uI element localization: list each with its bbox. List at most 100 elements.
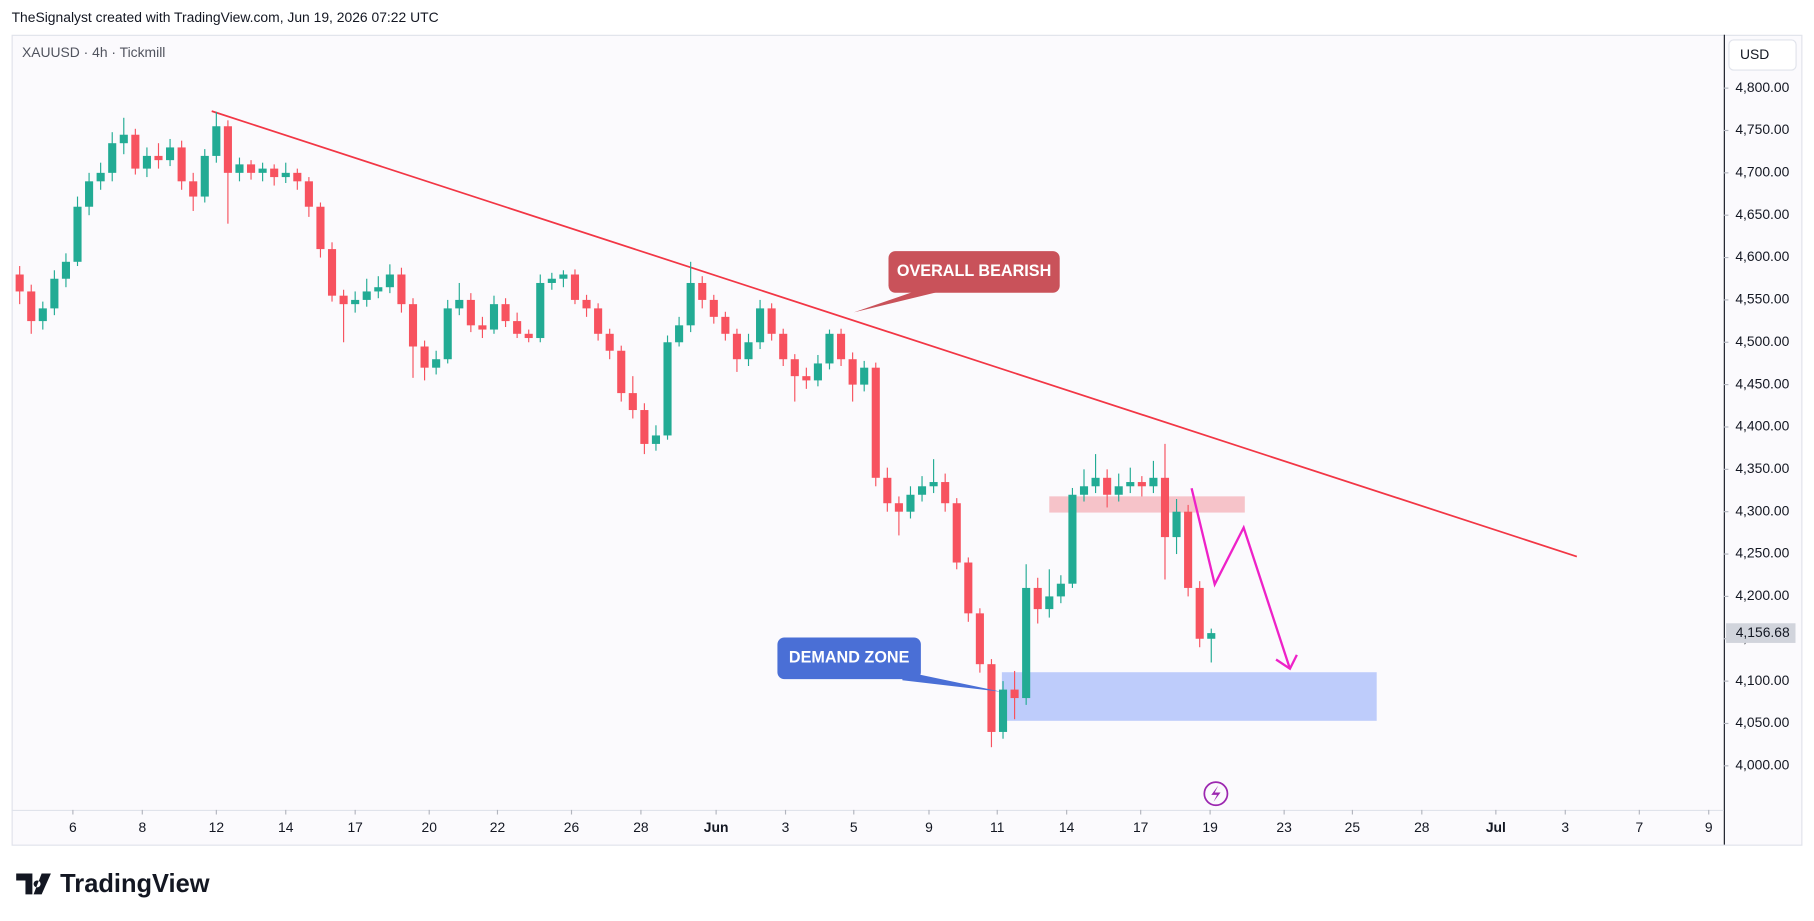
x-tick-label: 7 [1635, 819, 1643, 835]
candle-body [131, 134, 140, 169]
candle-body [50, 278, 59, 309]
candle-body [1091, 477, 1100, 487]
candle-body [1079, 486, 1089, 495]
candle-body [385, 274, 394, 288]
x-tick-label: 25 [1345, 819, 1361, 835]
candle-body [1010, 689, 1019, 699]
candle-body [1022, 587, 1031, 699]
brand: TradingView [60, 870, 210, 898]
candle-body [362, 291, 371, 300]
candle-body [420, 346, 429, 368]
candle-body [617, 350, 626, 394]
x-tick-label: 28 [1414, 819, 1430, 835]
candle-body [663, 342, 672, 436]
candle-body [1172, 511, 1181, 538]
candle-body [917, 486, 927, 495]
candle-body [998, 689, 1008, 732]
y-tick-label: 4,250.00 [1735, 545, 1789, 561]
candle-body [281, 172, 290, 178]
x-tick-label: 28 [633, 819, 649, 835]
event-icon[interactable] [1203, 781, 1229, 807]
candle-body [96, 172, 105, 182]
candle-body [142, 155, 151, 169]
candle-body [270, 168, 279, 178]
y-tick-label: 4,000.00 [1735, 757, 1789, 773]
candle-body [709, 299, 718, 317]
candle-body [108, 143, 117, 173]
x-tick-label: 14 [278, 819, 294, 835]
y-tick-label: 4,050.00 [1735, 714, 1789, 730]
currency-button[interactable] [1728, 39, 1797, 71]
candle-body [779, 333, 788, 360]
candle-body [223, 126, 232, 173]
candle-body [489, 304, 499, 330]
candle-body [767, 308, 776, 334]
candle-body [894, 503, 903, 512]
candle-body [1068, 494, 1077, 584]
x-tick-label: 14 [1059, 819, 1075, 835]
x-tick-label: 8 [138, 819, 146, 835]
candle-body [594, 308, 603, 334]
candle-body [1056, 583, 1065, 597]
candle-body [351, 299, 360, 305]
candle-body [1103, 477, 1112, 495]
candle-body [293, 172, 302, 182]
candles [15, 111, 1216, 748]
x-tick-label: 19 [1202, 819, 1218, 835]
currency: USD [1740, 46, 1769, 62]
candle-body [200, 155, 209, 197]
candle-body [559, 274, 568, 279]
event-bolt [1211, 785, 1221, 802]
candle-body [651, 435, 661, 444]
trendline [211, 110, 1578, 558]
candle-body [443, 308, 452, 360]
candle-body [501, 304, 510, 322]
candle-body [524, 333, 533, 339]
candle-body [1114, 486, 1123, 495]
x-tick-label: 3 [782, 819, 790, 835]
candle-body [478, 325, 487, 330]
x-tick-label: 17 [347, 819, 363, 835]
candle-body [813, 363, 822, 381]
y-tick-label: 4,800.00 [1735, 79, 1789, 95]
x-tick-label: 23 [1276, 819, 1292, 835]
x-tick-label: 20 [421, 819, 437, 835]
candle-body [756, 308, 765, 343]
candle-body [455, 299, 464, 309]
y-tick-label: 4,500.00 [1735, 333, 1789, 349]
candle-body [1137, 482, 1146, 487]
x-tick-label: 17 [1133, 819, 1149, 835]
candle-body [941, 482, 950, 504]
candle-body [85, 181, 94, 207]
candle-body [837, 333, 846, 360]
x-tick-label: 26 [564, 819, 580, 835]
callouts: OVERALL BEARISH DEMAND ZONE [777, 251, 1060, 692]
candle-body [721, 316, 730, 334]
y-tick-label: 4,400.00 [1735, 418, 1789, 434]
chart-frame [11, 34, 1803, 846]
candle-body [744, 342, 753, 360]
candle-body [246, 164, 256, 173]
candle-body [327, 249, 337, 296]
candle-body [189, 181, 198, 197]
candle-body [871, 367, 880, 478]
candle-body [802, 376, 811, 381]
x-tick-label: 9 [1705, 819, 1713, 835]
y-tick-label: 4,450.00 [1735, 375, 1789, 391]
symbol-title: XAUUSD · 4h · Tickmill [22, 44, 165, 60]
candle-body [686, 282, 695, 326]
x-tick-label: 6 [69, 819, 77, 835]
candle-body [825, 333, 834, 364]
candle-body [975, 613, 984, 665]
demand-pointer [902, 671, 1002, 692]
candle-body [1184, 511, 1193, 588]
candle-body [536, 282, 545, 339]
candle-body [848, 359, 857, 385]
candle-body [397, 274, 406, 305]
candle-body [73, 206, 82, 262]
x-tick-label: 9 [925, 819, 933, 835]
candle-body [374, 287, 383, 292]
y-tick-label: 4,300.00 [1735, 502, 1789, 518]
logo-mark [16, 873, 51, 895]
candle-body [38, 308, 47, 322]
